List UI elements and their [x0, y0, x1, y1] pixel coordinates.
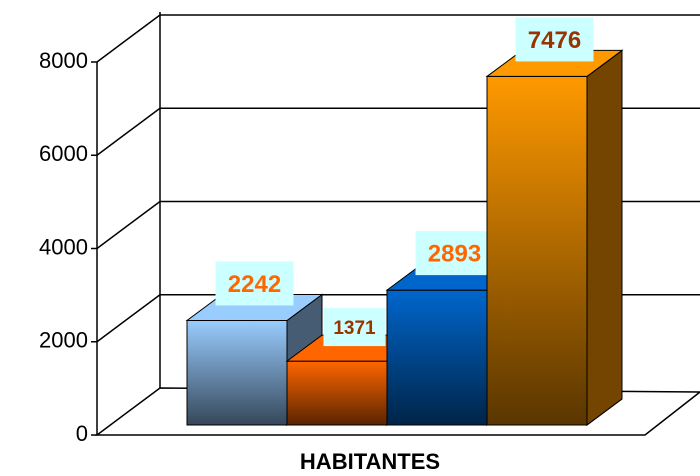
y-tick-label: 2000 — [39, 328, 88, 353]
value-label-box — [323, 308, 386, 347]
bar-shade — [486, 75, 588, 426]
value-label: 2242 — [228, 271, 281, 298]
grid-line — [96, 14, 161, 63]
value-label-box — [215, 261, 294, 306]
y-tick-label: 6000 — [39, 141, 88, 166]
y-tick-label: 4000 — [39, 234, 88, 259]
grid-line — [96, 200, 161, 250]
bar-shade — [386, 289, 488, 426]
bar-shade — [186, 319, 288, 426]
y-tick-label: 0 — [76, 421, 88, 446]
grid-line — [96, 294, 161, 343]
bar-side-shade — [586, 49, 623, 426]
value-label: 7476 — [528, 27, 581, 54]
value-label-box — [415, 231, 494, 276]
bar-shade — [286, 360, 388, 426]
value-label: 1371 — [333, 318, 376, 339]
value-label: 2893 — [428, 240, 481, 267]
grid-line — [96, 107, 161, 156]
category-label: HABITANTES — [300, 449, 440, 474]
y-tick-label: 8000 — [39, 48, 88, 73]
value-label-box — [515, 17, 594, 62]
